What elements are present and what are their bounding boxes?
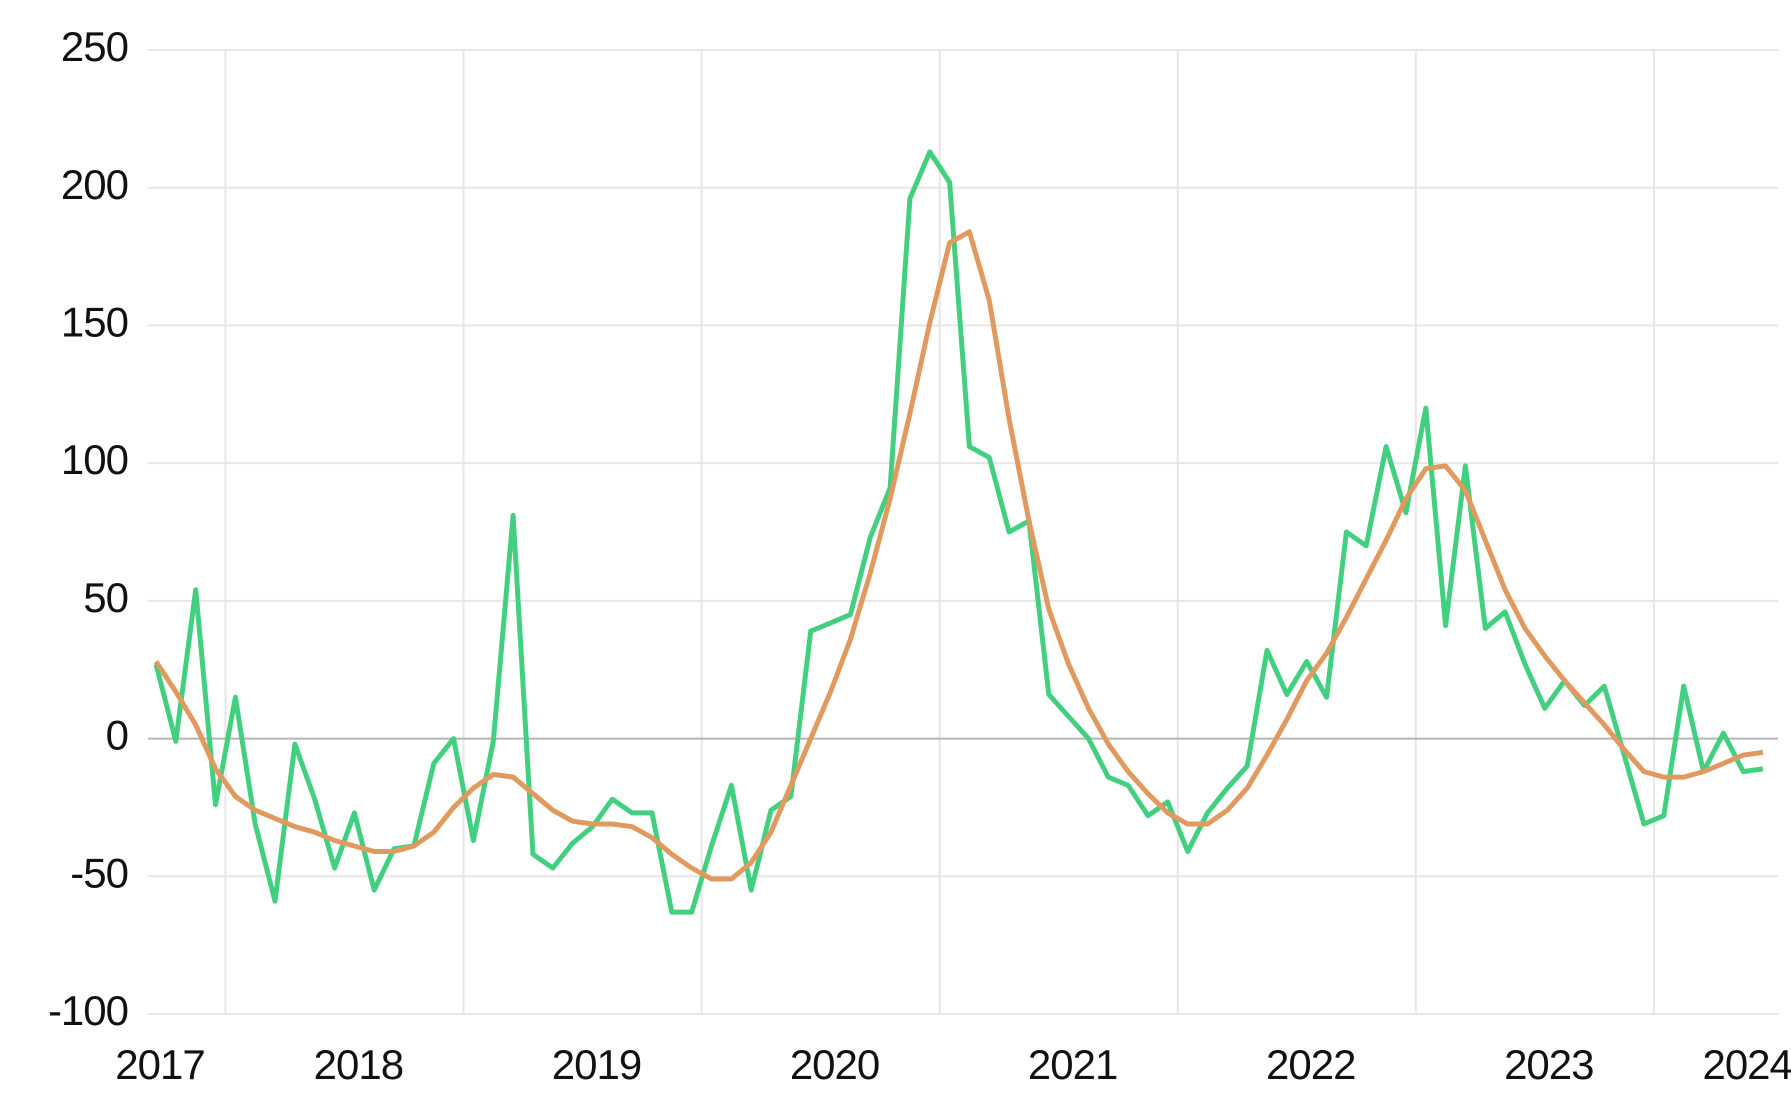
y-tick-label: -50 [70, 849, 128, 896]
y-tick-label: -100 [48, 987, 128, 1034]
y-tick-label: 250 [61, 23, 128, 70]
x-tick-label: 2020 [790, 1041, 879, 1088]
y-tick-label: 200 [61, 161, 128, 208]
line-series [153, 229, 1764, 882]
x-tick-label: 2022 [1266, 1041, 1355, 1088]
x-tick-label: 2019 [552, 1041, 641, 1088]
y-tick-label: 100 [61, 436, 128, 483]
y-tick-label: 0 [106, 712, 128, 759]
y-tick-label: 50 [83, 574, 128, 621]
line-series [153, 149, 1764, 915]
x-tick-label: 2023 [1504, 1041, 1593, 1088]
x-tick-label: 2018 [314, 1041, 403, 1088]
y-tick-label: 150 [61, 299, 128, 346]
x-tick-label: 2017 [115, 1041, 204, 1088]
x-tick-label: 2021 [1028, 1041, 1117, 1088]
x-tick-label: 2024 [1702, 1041, 1791, 1088]
